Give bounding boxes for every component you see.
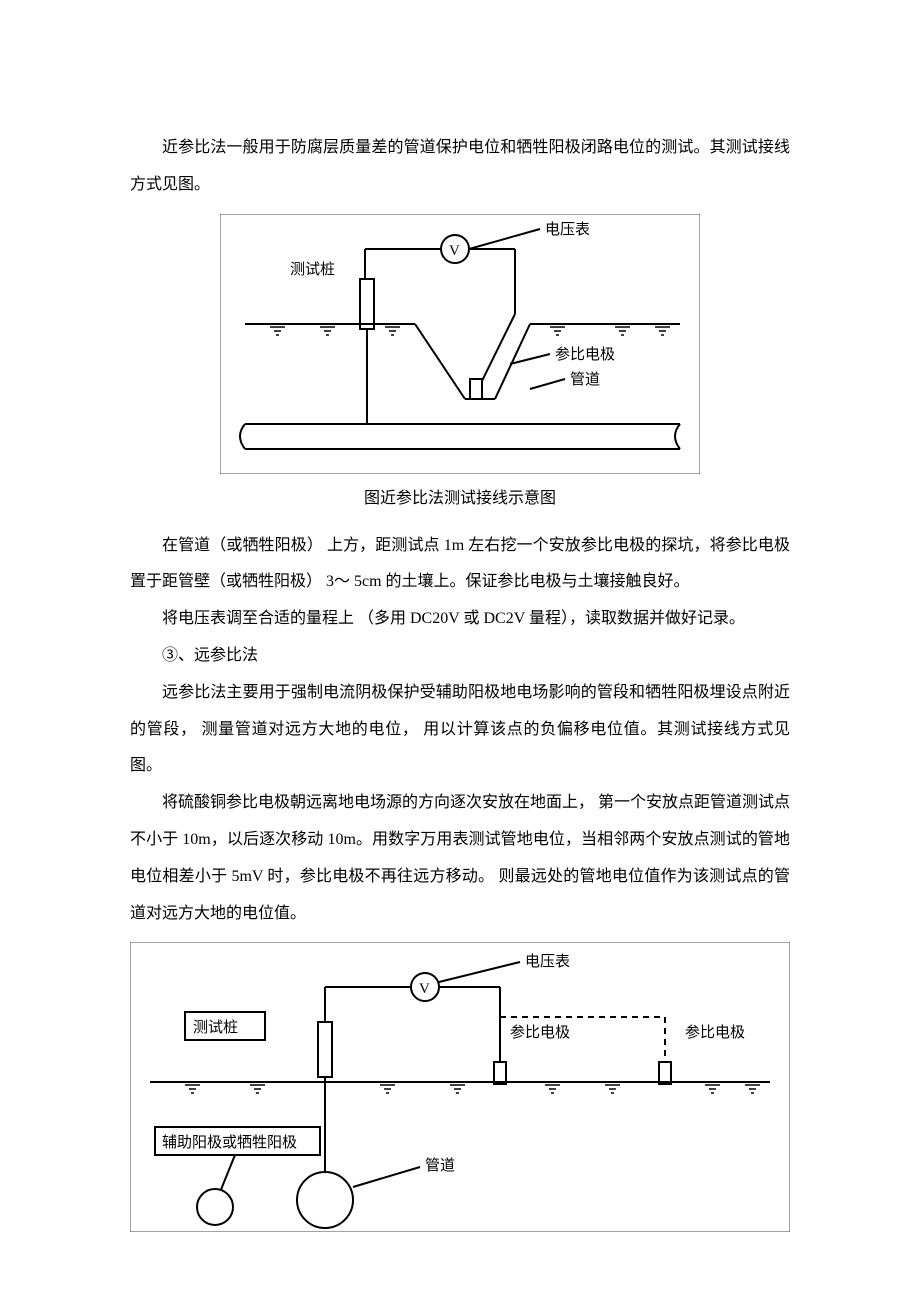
diagram1-caption: 图近参比法测试接线示意图 xyxy=(130,484,790,508)
document-page: 近参比法一般用于防腐层质量差的管道保护电位和牺牲阳极闭路电位的测试。其测试接线方… xyxy=(0,0,920,1282)
testpile-label: 测试桩 xyxy=(290,261,335,278)
pipeline-label: 管道 xyxy=(570,371,600,388)
diagram2-border xyxy=(130,942,790,1232)
voltmeter2-symbol: V xyxy=(419,981,430,997)
aux-anode-label: 辅助阳极或牺牲阳极 xyxy=(162,1134,297,1151)
pipeline-circle xyxy=(297,1172,353,1228)
reference-electrode xyxy=(470,379,482,399)
aux-anode-circle xyxy=(197,1189,233,1225)
paragraph-1: 近参比法一般用于防腐层质量差的管道保护电位和牺牲阳极闭路电位的测试。其测试接线方… xyxy=(130,130,790,204)
electrode1 xyxy=(494,1062,506,1084)
reference2-label: 参比电极 xyxy=(685,1024,745,1041)
reference1-label: 参比电极 xyxy=(510,1024,570,1041)
diagram-border xyxy=(220,214,700,474)
reference-label: 参比电极 xyxy=(555,346,615,363)
paragraph-4: ③、远参比法 xyxy=(130,638,790,675)
voltmeter-symbol: V xyxy=(449,243,460,259)
electrode2 xyxy=(659,1062,671,1084)
paragraph-3: 将电压表调至合适的量程上 （多用 DC20V 或 DC2V 量程），读取数据并做… xyxy=(130,601,790,638)
testpile2-label: 测试桩 xyxy=(193,1019,238,1036)
near-reference-diagram: V 电压表 测试桩 xyxy=(220,214,700,474)
pipeline2-label: 管道 xyxy=(425,1157,455,1174)
voltmeter-label: 电压表 xyxy=(545,221,590,238)
testpile2-shape xyxy=(318,1022,332,1077)
paragraph-2: 在管道（或牺牲阳极） 上方，距测试点 1m 左右挖一个安放参比电极的探坑，将参比… xyxy=(130,528,790,602)
paragraph-5: 远参比法主要用于强制电流阴极保护受辅助阳极地电场影响的管段和牺牲阳极埋设点附近的… xyxy=(130,675,790,785)
testpile-shape xyxy=(360,279,374,329)
voltmeter2-label: 电压表 xyxy=(525,953,570,970)
paragraph-6: 将硫酸铜参比电极朝远离地电场源的方向逐次安放在地面上， 第一个安放点距管道测试点… xyxy=(130,785,790,932)
far-reference-diagram: V 电压表 测试桩 参比电极 参比电极 xyxy=(130,942,790,1232)
